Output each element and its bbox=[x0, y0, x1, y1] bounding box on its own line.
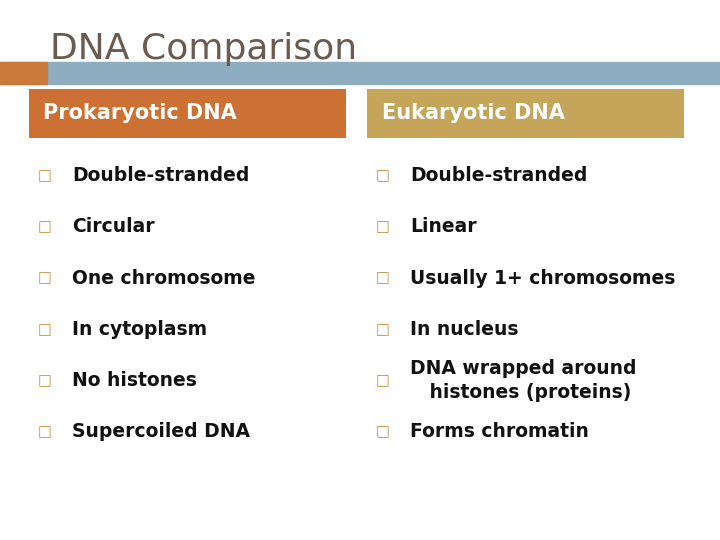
Text: Double-stranded: Double-stranded bbox=[410, 166, 588, 185]
Text: In cytoplasm: In cytoplasm bbox=[72, 320, 207, 339]
Text: □: □ bbox=[376, 219, 390, 234]
Text: □: □ bbox=[376, 373, 390, 388]
Text: Usually 1+ chromosomes: Usually 1+ chromosomes bbox=[410, 268, 676, 288]
Text: □: □ bbox=[376, 271, 390, 286]
Text: No histones: No histones bbox=[72, 371, 197, 390]
Text: □: □ bbox=[37, 271, 51, 286]
Text: Circular: Circular bbox=[72, 217, 155, 237]
Text: Supercoiled DNA: Supercoiled DNA bbox=[72, 422, 250, 442]
Text: Double-stranded: Double-stranded bbox=[72, 166, 249, 185]
Text: Eukaryotic DNA: Eukaryotic DNA bbox=[382, 103, 564, 124]
Text: Prokaryotic DNA: Prokaryotic DNA bbox=[43, 103, 237, 124]
Bar bbox=[0, 62, 720, 84]
Text: □: □ bbox=[376, 168, 390, 183]
Bar bbox=[367, 89, 684, 138]
Text: DNA wrapped around
   histones (proteins): DNA wrapped around histones (proteins) bbox=[410, 360, 637, 402]
Text: □: □ bbox=[37, 219, 51, 234]
Text: □: □ bbox=[37, 373, 51, 388]
Text: DNA Comparison: DNA Comparison bbox=[50, 32, 358, 66]
Bar bbox=[29, 89, 346, 138]
Text: □: □ bbox=[37, 168, 51, 183]
Text: □: □ bbox=[37, 424, 51, 440]
Text: One chromosome: One chromosome bbox=[72, 268, 256, 288]
Text: Forms chromatin: Forms chromatin bbox=[410, 422, 589, 442]
Text: □: □ bbox=[376, 424, 390, 440]
Bar bbox=[0, 62, 47, 84]
Text: Linear: Linear bbox=[410, 217, 477, 237]
Text: □: □ bbox=[376, 322, 390, 337]
Text: In nucleus: In nucleus bbox=[410, 320, 519, 339]
Text: □: □ bbox=[37, 322, 51, 337]
